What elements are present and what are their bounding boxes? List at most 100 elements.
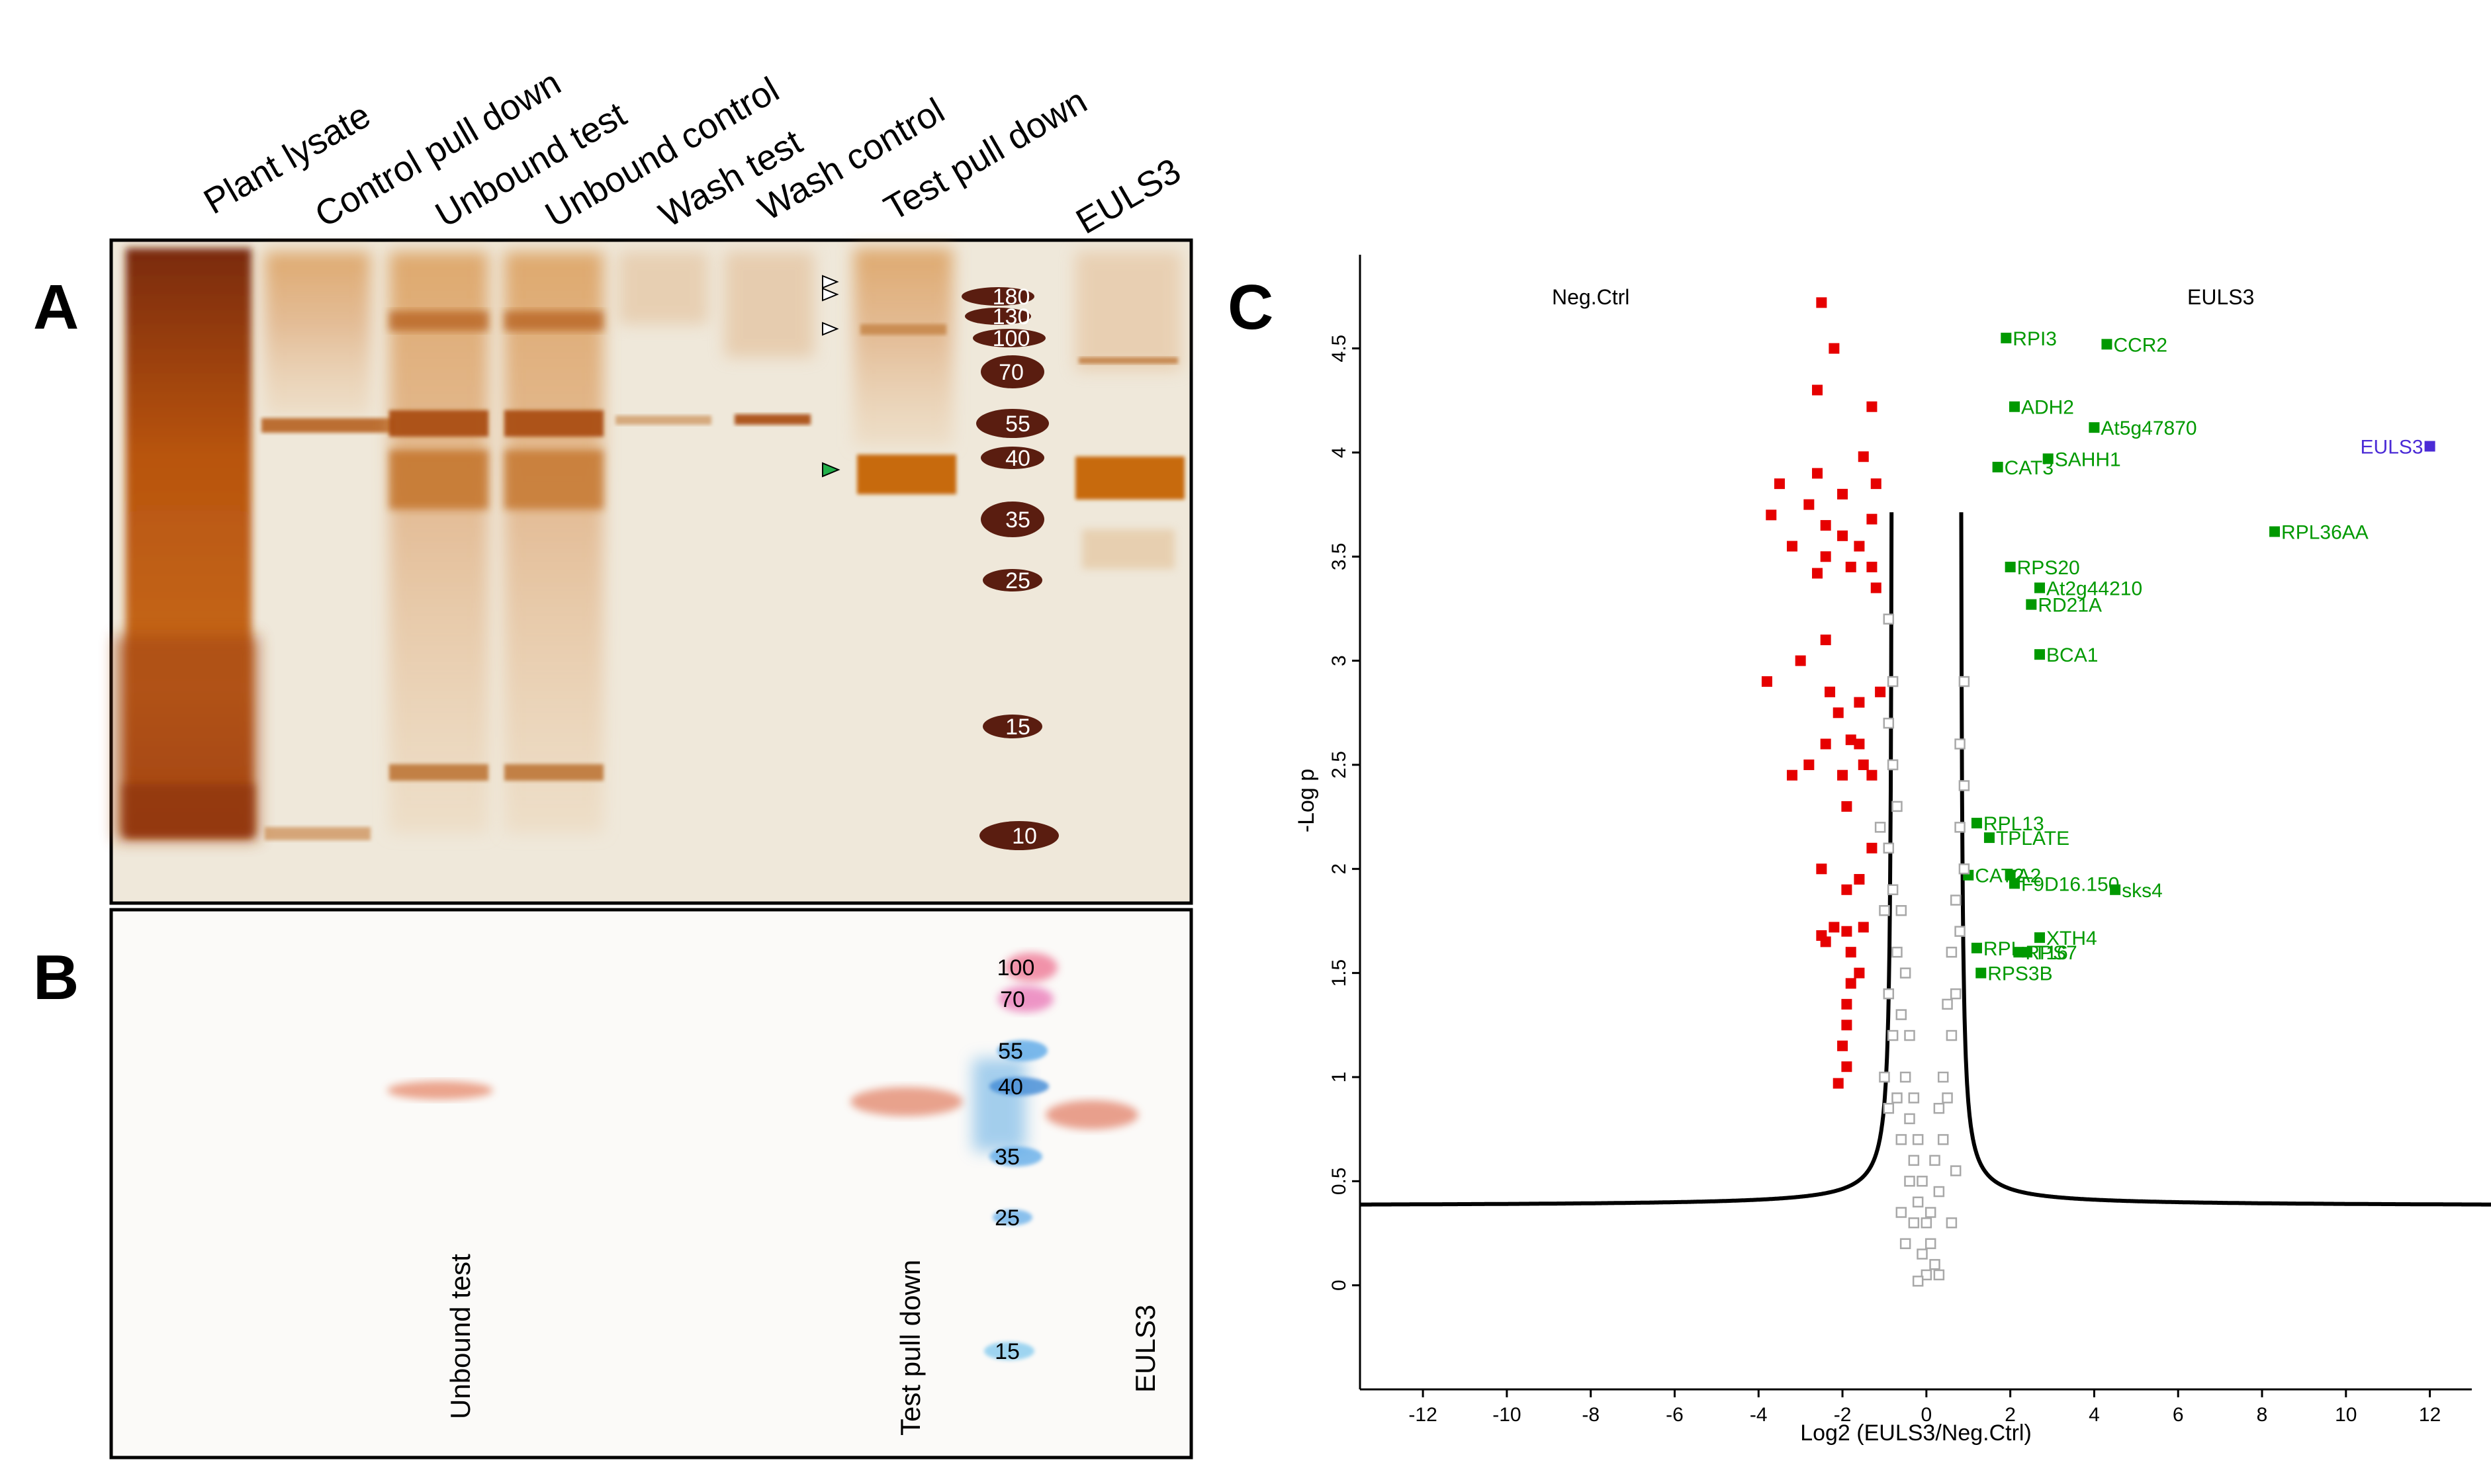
point-nonsignificant: [1879, 904, 1890, 916]
point-significant: [1841, 1020, 1852, 1031]
point-label: At5g47870: [2101, 417, 2197, 439]
point-rpl: [1971, 942, 1982, 953]
point-significant: [1786, 769, 1797, 781]
point-significant: [1786, 541, 1797, 552]
point-nonsignificant: [1942, 998, 1953, 1010]
x-tick-label: 12: [2419, 1404, 2441, 1426]
marker-b-35: 35: [995, 1145, 1020, 1170]
point-label: CAT3: [2005, 457, 2054, 479]
point-label: F9D16.150: [2021, 873, 2119, 895]
panel-c-label: C: [1228, 272, 1273, 343]
point-significant: [1774, 478, 1785, 490]
point-nonsignificant: [1954, 822, 1966, 833]
point-label: TPLATE: [1996, 828, 2069, 850]
side-label-neg-ctrl: Neg.Ctrl: [1552, 285, 1629, 309]
point-nonsignificant: [1879, 1071, 1890, 1083]
point-nonsignificant: [1887, 1029, 1899, 1041]
point-significant: [1833, 1078, 1844, 1089]
point-label: T16: [2034, 942, 2068, 964]
point-significant: [1845, 978, 1856, 989]
y-tick-label: 3.5: [1328, 543, 1350, 570]
point-label: RPS20: [2017, 557, 2080, 579]
point-nonsignificant: [1958, 863, 1970, 875]
point-nonsignificant: [1899, 967, 1911, 979]
point-significant: [1866, 769, 1878, 781]
point-t16: [2022, 947, 2032, 958]
point-at5g47870: [2089, 422, 2100, 433]
point-nonsignificant: [1883, 613, 1895, 625]
point-significant: [1795, 655, 1806, 666]
x-tick-label: -6: [1666, 1404, 1684, 1426]
y-tick-label: 1: [1328, 1072, 1350, 1083]
lane-label-eulss3: EULS3: [1069, 151, 1187, 242]
point-nonsignificant: [1904, 1029, 1915, 1041]
lane-plant-lysate: [116, 248, 258, 840]
lane-control-pull-down: [261, 251, 394, 840]
point-significant: [1866, 401, 1878, 412]
y-tick-label: 0.5: [1328, 1167, 1350, 1195]
point-significant: [1841, 998, 1852, 1010]
point-nonsignificant: [1946, 1217, 1958, 1229]
y-tick-label: 0: [1328, 1280, 1350, 1291]
point-nonsignificant: [1950, 988, 1962, 1000]
marker-b-25: 25: [995, 1205, 1020, 1231]
point-significant: [1816, 863, 1827, 875]
point-sahh1: [2042, 453, 2054, 464]
y-tick-label: 4: [1328, 447, 1350, 458]
point-label: RPS7: [2025, 942, 2077, 964]
marker-a-180: 180: [993, 284, 1030, 310]
marker-b-40: 40: [998, 1074, 1023, 1100]
point-significant: [1845, 947, 1856, 958]
marker-a-55: 55: [1005, 412, 1030, 437]
blot-b-bands: [387, 1059, 1138, 1151]
point-significant: [1870, 582, 1881, 593]
marker-b-70: 70: [1000, 987, 1025, 1012]
point-adh2: [2009, 401, 2020, 412]
point-nonsignificant: [1933, 1186, 1945, 1198]
point-significant: [1803, 499, 1815, 510]
point-nonsignificant: [1912, 1276, 1924, 1287]
point-nonsignificant: [1908, 1092, 1920, 1104]
ladder-a-labels: 180 130 100 70 55 40 35 25 15 10: [993, 284, 1037, 849]
x-tick-label: -4: [1750, 1404, 1768, 1426]
point-a2: [2005, 869, 2016, 881]
y-ticks: 0 0.5 1 1.5 2 2.5 3 3.5 4 4.5: [1328, 335, 1360, 1291]
point-nonsignificant: [1954, 926, 1966, 937]
lane-wash-test: [615, 251, 711, 425]
point-euls3: [2424, 441, 2435, 452]
point-nonsignificant: [1946, 1029, 1958, 1041]
point-nonsignificant: [1891, 1092, 1903, 1104]
point-significant: [1866, 562, 1878, 573]
panel-a: A Plant lysate Control pull down Unbound…: [33, 63, 1193, 905]
point-nonsignificant: [1929, 1155, 1940, 1166]
panel-b: B 100 70 55 40 35 25 15 Unbound tes: [33, 908, 1193, 1460]
point-nonsignificant: [1958, 676, 1970, 687]
point-nonsignificant: [1899, 1071, 1911, 1083]
point-nonsignificant: [1883, 717, 1895, 729]
point-nonsignificant: [1912, 1134, 1924, 1145]
point-nonsignificant: [1904, 1113, 1915, 1125]
point-label: ADH2: [2021, 397, 2074, 419]
point-label: RPI3: [2013, 328, 2057, 350]
point-significant: [1837, 488, 1848, 500]
point-rpl36aa: [2269, 526, 2281, 537]
point-rpi3: [2001, 332, 2012, 343]
x-tick-label: -10: [1492, 1404, 1521, 1426]
point-significant: [1812, 384, 1823, 396]
point-nonsignificant: [1921, 1269, 1932, 1281]
panel-c: C -12 -10 -8 -6 -4 -2 0 2 4 6 8 10 12 0 0.5 1 1.5 2 2.5 3 3…: [1228, 255, 2491, 1446]
point-nonsignificant: [1883, 1102, 1895, 1114]
point-nonsignificant: [1904, 1176, 1915, 1187]
x-tick-label: 2: [2005, 1404, 2016, 1426]
point-nonsignificant: [1925, 1238, 1936, 1249]
x-tick-label: -12: [1408, 1404, 1437, 1426]
point-sks4: [2110, 884, 2121, 895]
arrowhead-white-3: [822, 322, 839, 336]
point-significant: [1820, 520, 1831, 531]
point-nonsignificant: [1937, 1134, 1949, 1145]
point-significant: [1841, 926, 1852, 937]
point-nonsignificant: [1946, 946, 1958, 958]
point-nonsignificant: [1921, 1217, 1932, 1229]
point-nonsignificant: [1895, 904, 1907, 916]
point-nonsignificant: [1950, 895, 1962, 906]
